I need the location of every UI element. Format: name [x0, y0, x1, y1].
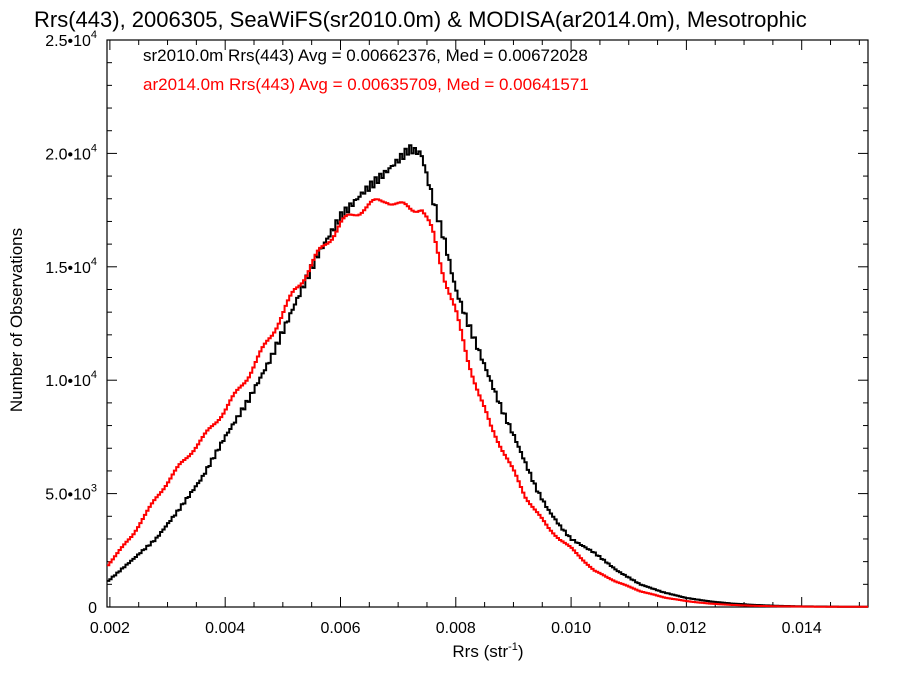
y-tick-label: 2.0•104 [45, 142, 97, 163]
axis-ticks: 0.002 0.004 0.006 0.008 0.010 0.012 0.014 0 5.0•… [45, 29, 868, 637]
x-tick-label: 0.006 [320, 620, 360, 637]
series-line-2 [107, 198, 868, 608]
chart-title: Rrs(443), 2006305, SeaWiFS(sr2010.0m) & … [34, 7, 807, 32]
y-tick-label: 5.0•103 [45, 483, 97, 504]
y-tick-label: 1.5•104 [45, 256, 97, 277]
legend: sr2010.0m Rrs(443) Avg = 0.00662376, Med… [143, 46, 589, 94]
y-tick-label: 0 [88, 600, 97, 617]
x-axis-label: Rrs (str-1) [452, 641, 523, 661]
x-tick-label: 0.008 [436, 620, 476, 637]
y-axis-label: Number of Observations [7, 228, 26, 412]
x-tick-label: 0.004 [205, 620, 245, 637]
y-tick-label: 1.0•104 [45, 369, 97, 390]
legend-entry-2: ar2014.0m Rrs(443) Avg = 0.00635709, Med… [143, 75, 589, 94]
x-tick-label: 0.002 [90, 620, 130, 637]
x-tick-label: 0.010 [551, 620, 591, 637]
x-tick-label: 0.012 [666, 620, 706, 637]
plot-area-frame [106, 39, 869, 608]
legend-entry-1: sr2010.0m Rrs(443) Avg = 0.00662376, Med… [143, 46, 588, 65]
x-tick-label: 0.014 [782, 620, 822, 637]
series-lines [107, 144, 868, 608]
y-tick-label: 2.5•104 [45, 29, 97, 50]
series-line-1 [107, 144, 868, 608]
